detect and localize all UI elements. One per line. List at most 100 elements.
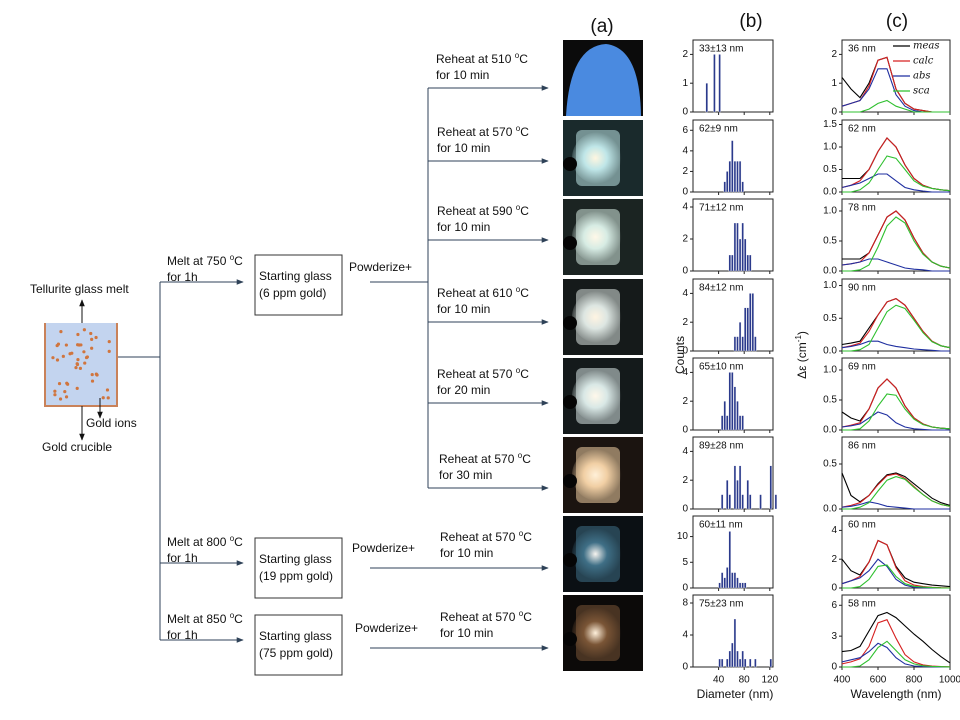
hist-bar: [728, 531, 731, 589]
hist-bar: [736, 577, 739, 589]
gold-dot: [83, 361, 87, 365]
glass-glow: [572, 449, 624, 501]
hist-bar: [749, 658, 752, 668]
y-tick-label: 1.0: [823, 365, 837, 376]
reheat-temp-part: o: [516, 366, 521, 375]
spectrum-line: [842, 304, 951, 352]
x-tick-label: 600: [870, 675, 887, 686]
spectrum-line: [841, 258, 950, 272]
reheat-time: for 30 min: [439, 468, 492, 482]
spectrum-line: [841, 173, 950, 193]
spectrum-frame: [841, 515, 951, 589]
glass-box: [254, 254, 343, 316]
reheat-temp-part: C: [523, 530, 532, 544]
reheat-temp-part: C: [522, 452, 531, 466]
size-label: 36 nm: [848, 44, 876, 55]
gold-dot: [68, 352, 72, 356]
hist-bar: [721, 572, 724, 589]
reheat-temp: Reheat at 570 oC: [440, 529, 532, 545]
glass-sample: [566, 44, 641, 116]
hist-bar: [733, 336, 737, 352]
reheat-temp-part: Reheat at 510: [436, 52, 515, 66]
size-label: 86 nm: [848, 441, 876, 452]
glass-glow: [572, 528, 624, 580]
glass-glow: [572, 291, 624, 343]
x-tick-label: 1000: [939, 675, 960, 686]
y-tick-label: 6: [831, 600, 837, 611]
gold-dot: [64, 343, 68, 347]
y-tick-label: 2: [682, 166, 688, 177]
melt-condition-part: o: [230, 534, 235, 543]
spectrum-line: [842, 216, 951, 272]
source-label: Tellurite glass melt: [30, 282, 129, 296]
y-tick-label: 1.0: [823, 206, 837, 217]
melt-duration: for 1h: [167, 628, 198, 642]
size-label: 90 nm: [848, 283, 876, 294]
hist-bar: [736, 336, 739, 352]
reheat-temp-part: C: [520, 367, 529, 381]
gold-dot: [77, 343, 81, 347]
hist-bar: [705, 83, 708, 113]
y-tick-label: 0: [831, 662, 837, 673]
spectrum-ylabel-part: -1: [794, 335, 803, 343]
gold-dot: [58, 397, 63, 401]
gold-dot: [51, 356, 55, 360]
hist-bar: [738, 582, 742, 589]
melt-condition-part: C: [234, 612, 243, 626]
hist-bar: [721, 415, 724, 431]
hist-bar: [718, 582, 721, 589]
y-tick-label: 2: [682, 396, 688, 407]
hist-bar: [741, 222, 744, 272]
reheat-temp-part: Reheat at 570: [439, 452, 518, 466]
reheat-temp-part: o: [519, 609, 524, 618]
size-label: 69 nm: [848, 362, 876, 373]
legend-label: calc: [913, 56, 934, 67]
hist-frame: [692, 278, 774, 352]
hist-bar: [759, 494, 762, 510]
gold-dot: [90, 379, 95, 383]
melt-condition: Melt at 800 oC: [167, 534, 243, 550]
gold-dot: [94, 372, 98, 376]
hist-bar: [746, 254, 749, 272]
hist-bar: [726, 480, 729, 510]
gold-dot: [82, 350, 86, 354]
hist-bar: [718, 54, 721, 113]
panel-label: (c): [886, 11, 908, 32]
hist-bar: [738, 322, 742, 352]
glass-box: [254, 614, 343, 676]
y-tick-label: 0.0: [823, 266, 837, 277]
hist-bar: [754, 658, 757, 668]
ions-label: Gold ions: [86, 416, 137, 430]
y-tick-label: 1: [682, 78, 688, 89]
y-tick-label: 0.0: [823, 425, 837, 436]
crucible-label: Gold crucible: [42, 440, 112, 454]
reheat-time: for 10 min: [436, 68, 489, 82]
hist-bar: [726, 567, 729, 589]
gold-dot: [90, 372, 94, 377]
spectrum-frame: [841, 357, 951, 431]
reheat-time: for 10 min: [437, 302, 490, 316]
spectrum-ylabel-part: Δε (cm: [795, 342, 809, 379]
gold-dot: [74, 366, 78, 370]
holder: [563, 395, 577, 409]
y-tick-label: 0.5: [823, 236, 837, 247]
gold-dot: [53, 393, 57, 397]
hist-bar: [731, 140, 734, 193]
spectrum-line: [841, 297, 951, 349]
hist-bar: [769, 658, 772, 668]
y-tick-label: 0: [682, 187, 688, 198]
y-tick-label: 0.0: [823, 504, 837, 515]
gold-dot: [90, 337, 94, 341]
melt-condition-part: o: [230, 611, 235, 620]
hist-bar: [741, 415, 744, 431]
size-label: 89±28 nm: [699, 441, 743, 452]
gold-dot: [56, 342, 61, 346]
reheat-temp-part: o: [515, 51, 520, 60]
spectrum-line: [841, 619, 951, 668]
legend-label: sca: [913, 86, 930, 97]
y-tick-label: 0: [831, 107, 837, 118]
spectrum-line: [842, 210, 951, 269]
hist-bar: [738, 465, 742, 510]
size-label: 75±23 nm: [699, 599, 743, 610]
y-tick-label: 0: [682, 425, 688, 436]
